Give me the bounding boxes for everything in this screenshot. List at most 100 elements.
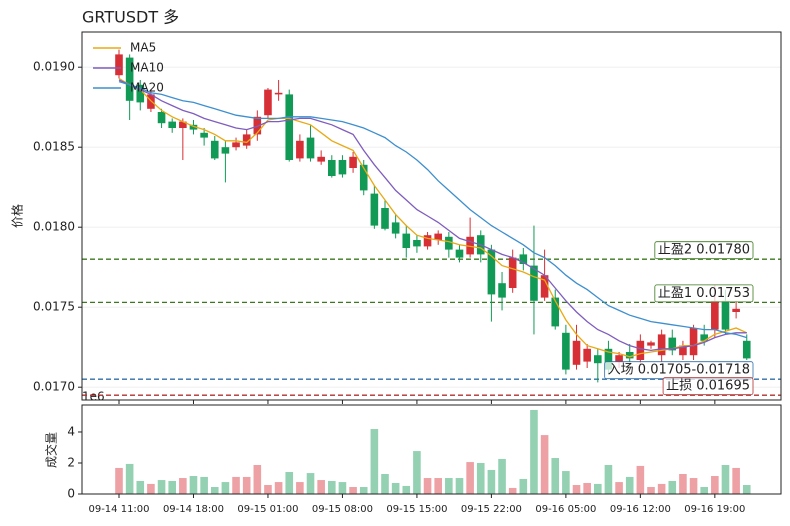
candle-body [711, 300, 719, 330]
candle-body [498, 283, 506, 298]
volume-bar [125, 463, 134, 494]
volume-bar [742, 485, 751, 494]
candle-body [742, 340, 751, 359]
level-badge: 止盈2 0.01780 [654, 241, 754, 260]
x-tick-label: 09-16 12:00 [610, 504, 671, 515]
candle-body [232, 142, 240, 148]
candle-body [242, 134, 251, 146]
volume-bar [562, 471, 570, 494]
volume-bar [349, 487, 357, 494]
x-tick-label: 09-15 01:00 [237, 504, 298, 515]
volume-bar [625, 476, 634, 494]
candle-body [328, 160, 336, 176]
volume-bar [157, 480, 166, 494]
candle-body [200, 132, 208, 138]
volume-bar [242, 476, 251, 494]
y-tick-label: 0.0175 [33, 300, 75, 314]
candle-body [689, 328, 698, 356]
level-label: 止损 0.01695 [666, 379, 750, 394]
volume-bar [338, 482, 347, 494]
candle-body [423, 235, 432, 247]
candle-body [679, 345, 687, 356]
level-badge: 止损 0.01695 [662, 377, 754, 396]
volume-bar [604, 465, 613, 494]
volume-axis-label: 成交量 [44, 432, 59, 468]
candle-body [721, 300, 730, 330]
level-badge: 止盈1 0.01753 [654, 284, 754, 303]
candle-body [434, 233, 442, 240]
candle-body [540, 275, 549, 298]
volume-bar [657, 483, 666, 494]
candle-body [445, 236, 453, 250]
volume-bar [391, 482, 400, 494]
candle-body [359, 164, 368, 191]
candle-body [402, 233, 411, 248]
volume-bar [711, 476, 719, 494]
candle-body [349, 156, 357, 168]
volume-bar [445, 478, 453, 494]
candle-body [338, 160, 347, 175]
candle-body [487, 249, 496, 295]
candle-body [657, 334, 666, 356]
level-label: 入场 0.01705-0.01718 [608, 363, 750, 378]
volume-bar [498, 458, 506, 494]
candle-body [647, 342, 655, 346]
volume-bar [434, 478, 442, 494]
volume-bar [519, 478, 528, 494]
volume-bar [189, 476, 198, 494]
candle-body [264, 89, 272, 116]
chart-title: GRTUSDT 多 [82, 8, 179, 27]
volume-bar [594, 483, 602, 494]
volume-bar [221, 482, 230, 494]
volume-bar [689, 478, 698, 494]
ma-line [118, 80, 747, 339]
volume-bar [306, 473, 315, 494]
candle-body [391, 222, 400, 234]
volume-bar [210, 487, 219, 494]
candle-body [136, 84, 145, 103]
candle-body [274, 92, 283, 95]
volume-bar [147, 483, 155, 494]
level-badge-box [654, 284, 754, 303]
candle-body [168, 121, 176, 128]
legend-label: MA20 [130, 81, 164, 95]
y-tick-label: 0.0190 [33, 60, 75, 74]
candle-body [221, 147, 230, 154]
volume-bar [285, 471, 294, 494]
y-tick-label: 0.0180 [33, 220, 75, 234]
volume-bar [679, 473, 687, 494]
legend-label: MA5 [130, 41, 156, 55]
volume-bar [721, 465, 730, 494]
plot-frame [81, 404, 782, 495]
volume-bar [328, 480, 336, 494]
candle-body [157, 112, 166, 124]
volume-bar [636, 465, 645, 494]
volume-bar [476, 462, 485, 494]
volume-bar [647, 487, 655, 494]
volume-bar [274, 482, 283, 494]
volume-bar [359, 487, 368, 494]
volume-bar [615, 482, 623, 494]
candle-body [189, 124, 198, 130]
candle-body [594, 355, 602, 364]
candle-body [551, 297, 560, 327]
level-badge-box [662, 377, 754, 396]
volume-bar [700, 487, 708, 494]
volume-bar [540, 435, 549, 494]
volume-bar [487, 469, 496, 494]
y-axis-label: 价格 [10, 204, 25, 228]
volume-bar [530, 409, 538, 494]
candle-body [562, 332, 570, 370]
candle-body [381, 208, 389, 229]
candle-body [125, 57, 134, 101]
volume-bar [668, 480, 677, 494]
volume-bar [232, 476, 240, 494]
candle-body [530, 265, 538, 301]
candle-body [668, 337, 677, 351]
volume-bar [115, 467, 123, 494]
x-tick-label: 09-14 18:00 [163, 504, 224, 515]
volume-bar [551, 458, 560, 494]
y-tick-label: 0.0185 [33, 140, 75, 154]
volume-bar [253, 465, 262, 494]
candle-body [317, 156, 325, 162]
